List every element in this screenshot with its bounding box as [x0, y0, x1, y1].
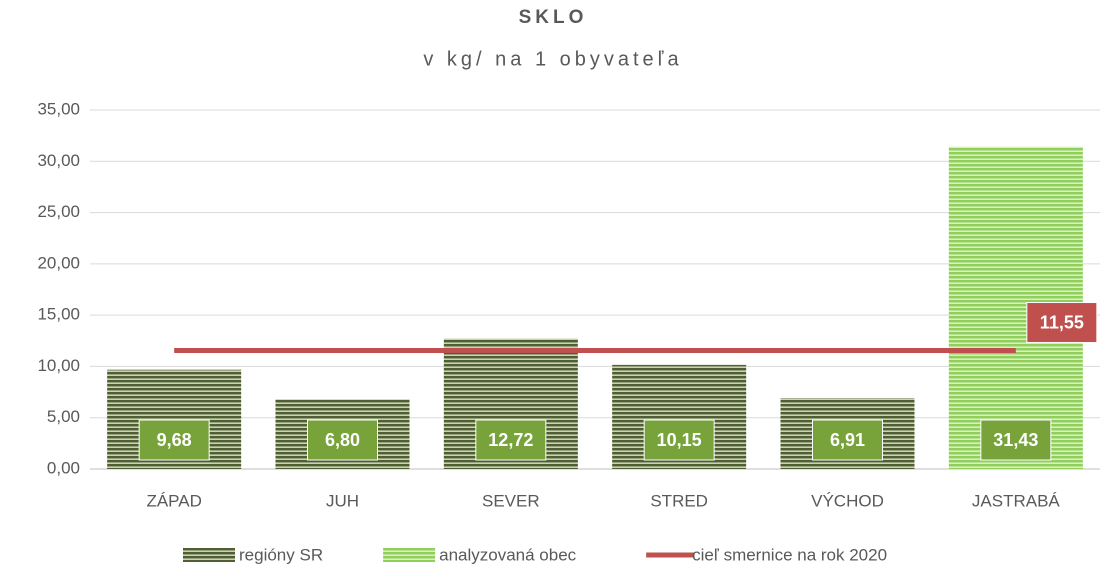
legend-label: cieľ smernice na rok 2020 — [692, 545, 887, 564]
y-tick-label: 0,00 — [47, 458, 80, 477]
value-label-box — [812, 419, 883, 461]
value-label: 31,43 — [993, 430, 1038, 450]
legend-swatch — [183, 548, 235, 562]
legend-label: regióny SR — [239, 545, 323, 564]
x-tick-label: VÝCHOD — [811, 491, 884, 510]
y-tick-label: 25,00 — [37, 202, 80, 221]
value-label: 9,68 — [157, 430, 192, 450]
value-label: 6,91 — [830, 430, 865, 450]
value-label: 6,80 — [325, 430, 360, 450]
y-tick-label: 10,00 — [37, 356, 80, 375]
legend-label: analyzovaná obec — [439, 545, 577, 564]
x-tick-label: JUH — [326, 491, 359, 510]
value-label-box — [475, 419, 547, 461]
x-tick-label: JASTRABÁ — [972, 491, 1061, 510]
value-label-box — [643, 419, 715, 461]
y-tick-label: 30,00 — [37, 151, 80, 170]
x-tick-label: SEVER — [482, 491, 540, 510]
x-tick-label: ZÁPAD — [146, 491, 201, 510]
y-tick-label: 5,00 — [47, 407, 80, 426]
value-label-box — [1026, 302, 1098, 344]
value-label: 10,15 — [657, 430, 702, 450]
y-tick-label: 20,00 — [37, 253, 80, 272]
value-label: 12,72 — [488, 430, 533, 450]
chart-subtitle: v kg/ na 1 obyvateľa — [423, 48, 682, 70]
y-tick-label: 15,00 — [37, 305, 80, 324]
x-tick-label: STRED — [650, 491, 708, 510]
chart-title: SKLO — [519, 7, 588, 28]
y-tick-label: 35,00 — [37, 99, 80, 118]
value-label-box — [980, 419, 1052, 461]
value-label-box — [138, 419, 210, 461]
legend-swatch — [383, 548, 436, 562]
value-label: 11,55 — [1040, 312, 1084, 332]
value-label-box — [307, 419, 378, 461]
